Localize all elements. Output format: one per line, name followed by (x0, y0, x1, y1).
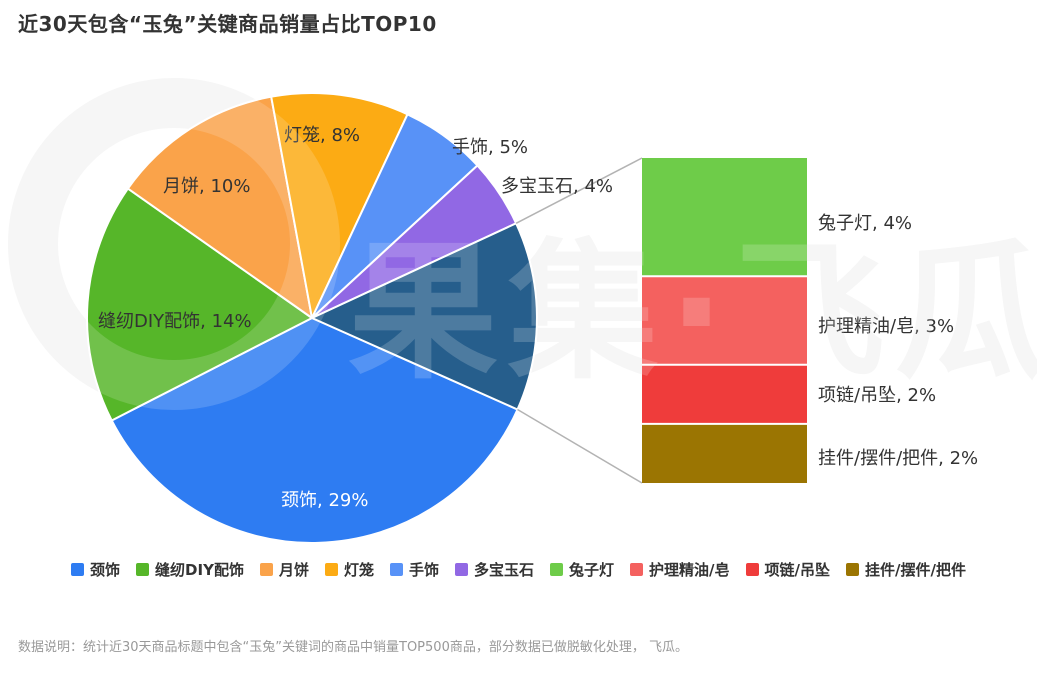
slice-label-多宝玉石: 多宝玉石, 4% (501, 176, 613, 197)
legend-label: 手饰 (408, 560, 439, 579)
legend-swatch-icon (389, 562, 403, 576)
legend-swatch-icon (136, 562, 150, 576)
legend-item-缝纫DIY配饰[interactable]: 缝纫DIY配饰 (136, 559, 244, 580)
legend-swatch-icon (455, 562, 468, 576)
legend-swatch-icon (324, 562, 338, 576)
slice-label-灯笼: 灯笼, 8% (284, 125, 360, 146)
legend-label: 护理精油/皂 (649, 560, 730, 579)
legend-item-灯笼[interactable]: 灯笼 (324, 559, 374, 580)
legend-label: 挂件/摆件/把件 (865, 560, 966, 579)
legend-label: 颈饰 (90, 560, 121, 579)
legend-item-项链/吊坠[interactable]: 项链/吊坠 (745, 559, 830, 580)
legend-item-月饼[interactable]: 月饼 (259, 559, 309, 580)
slice-label-颈饰: 颈饰, 29% (281, 490, 368, 511)
slice-label-手饰: 手饰, 5% (452, 137, 528, 158)
leader-line-bottom (517, 408, 643, 484)
legend-label: 灯笼 (343, 560, 374, 579)
data-note: 数据说明：统计近30天商品标题中包含“玉兔”关键词的商品中销量TOP500商品，… (18, 640, 688, 655)
legend-swatch-icon (71, 562, 85, 576)
legend-swatch-icon (846, 562, 859, 576)
legend-item-多宝玉石[interactable]: 多宝玉石 (455, 559, 534, 580)
pie-slice-breakout-group[interactable] (311, 222, 538, 411)
legend-item-护理精油/皂[interactable]: 护理精油/皂 (630, 559, 730, 580)
bar-segment-挂件/摆件/把件[interactable] (642, 423, 807, 483)
legend-swatch-icon (550, 562, 564, 576)
bar-label-兔子灯: 兔子灯, 4% (818, 213, 912, 234)
legend-item-挂件/摆件/把件[interactable]: 挂件/摆件/把件 (846, 559, 966, 580)
chart-title: 近30天包含“玉兔”关键商品销量占比TOP10 (18, 12, 437, 36)
legend-label: 缝纫DIY配饰 (155, 560, 244, 579)
legend-label: 月饼 (278, 560, 309, 579)
legend-item-兔子灯[interactable]: 兔子灯 (550, 559, 614, 580)
bar-label-护理精油/皂: 护理精油/皂, 3% (818, 316, 954, 337)
bar-segment-兔子灯[interactable] (642, 158, 807, 277)
bar-segment-护理精油/皂[interactable] (642, 276, 807, 365)
legend-label: 兔子灯 (569, 560, 615, 579)
bar-label-项链/吊坠: 项链/吊坠, 2% (818, 385, 936, 406)
legend-label: 多宝玉石 (474, 560, 535, 579)
legend-swatch-icon (630, 562, 644, 576)
slice-label-月饼: 月饼, 10% (163, 176, 250, 197)
chart-legend: 颈饰 缝纫DIY配饰 月饼 灯笼 手饰 多宝玉石 兔子灯 护理精油/皂 项链/吊坠 挂件/摆件/把… (0, 556, 1037, 582)
legend-swatch-icon (259, 562, 273, 576)
legend-item-手饰[interactable]: 手饰 (389, 559, 439, 580)
bar-label-挂件/摆件/把件: 挂件/摆件/把件, 2% (818, 448, 978, 469)
legend-item-颈饰[interactable]: 颈饰 (71, 559, 120, 580)
bar-segment-项链/吊坠[interactable] (642, 364, 807, 424)
legend-label: 项链/吊坠 (764, 560, 830, 579)
slice-label-缝纫DIY配饰: 缝纫DIY配饰, 14% (98, 311, 252, 332)
leader-line-top (515, 157, 643, 224)
legend-swatch-icon (745, 562, 759, 576)
